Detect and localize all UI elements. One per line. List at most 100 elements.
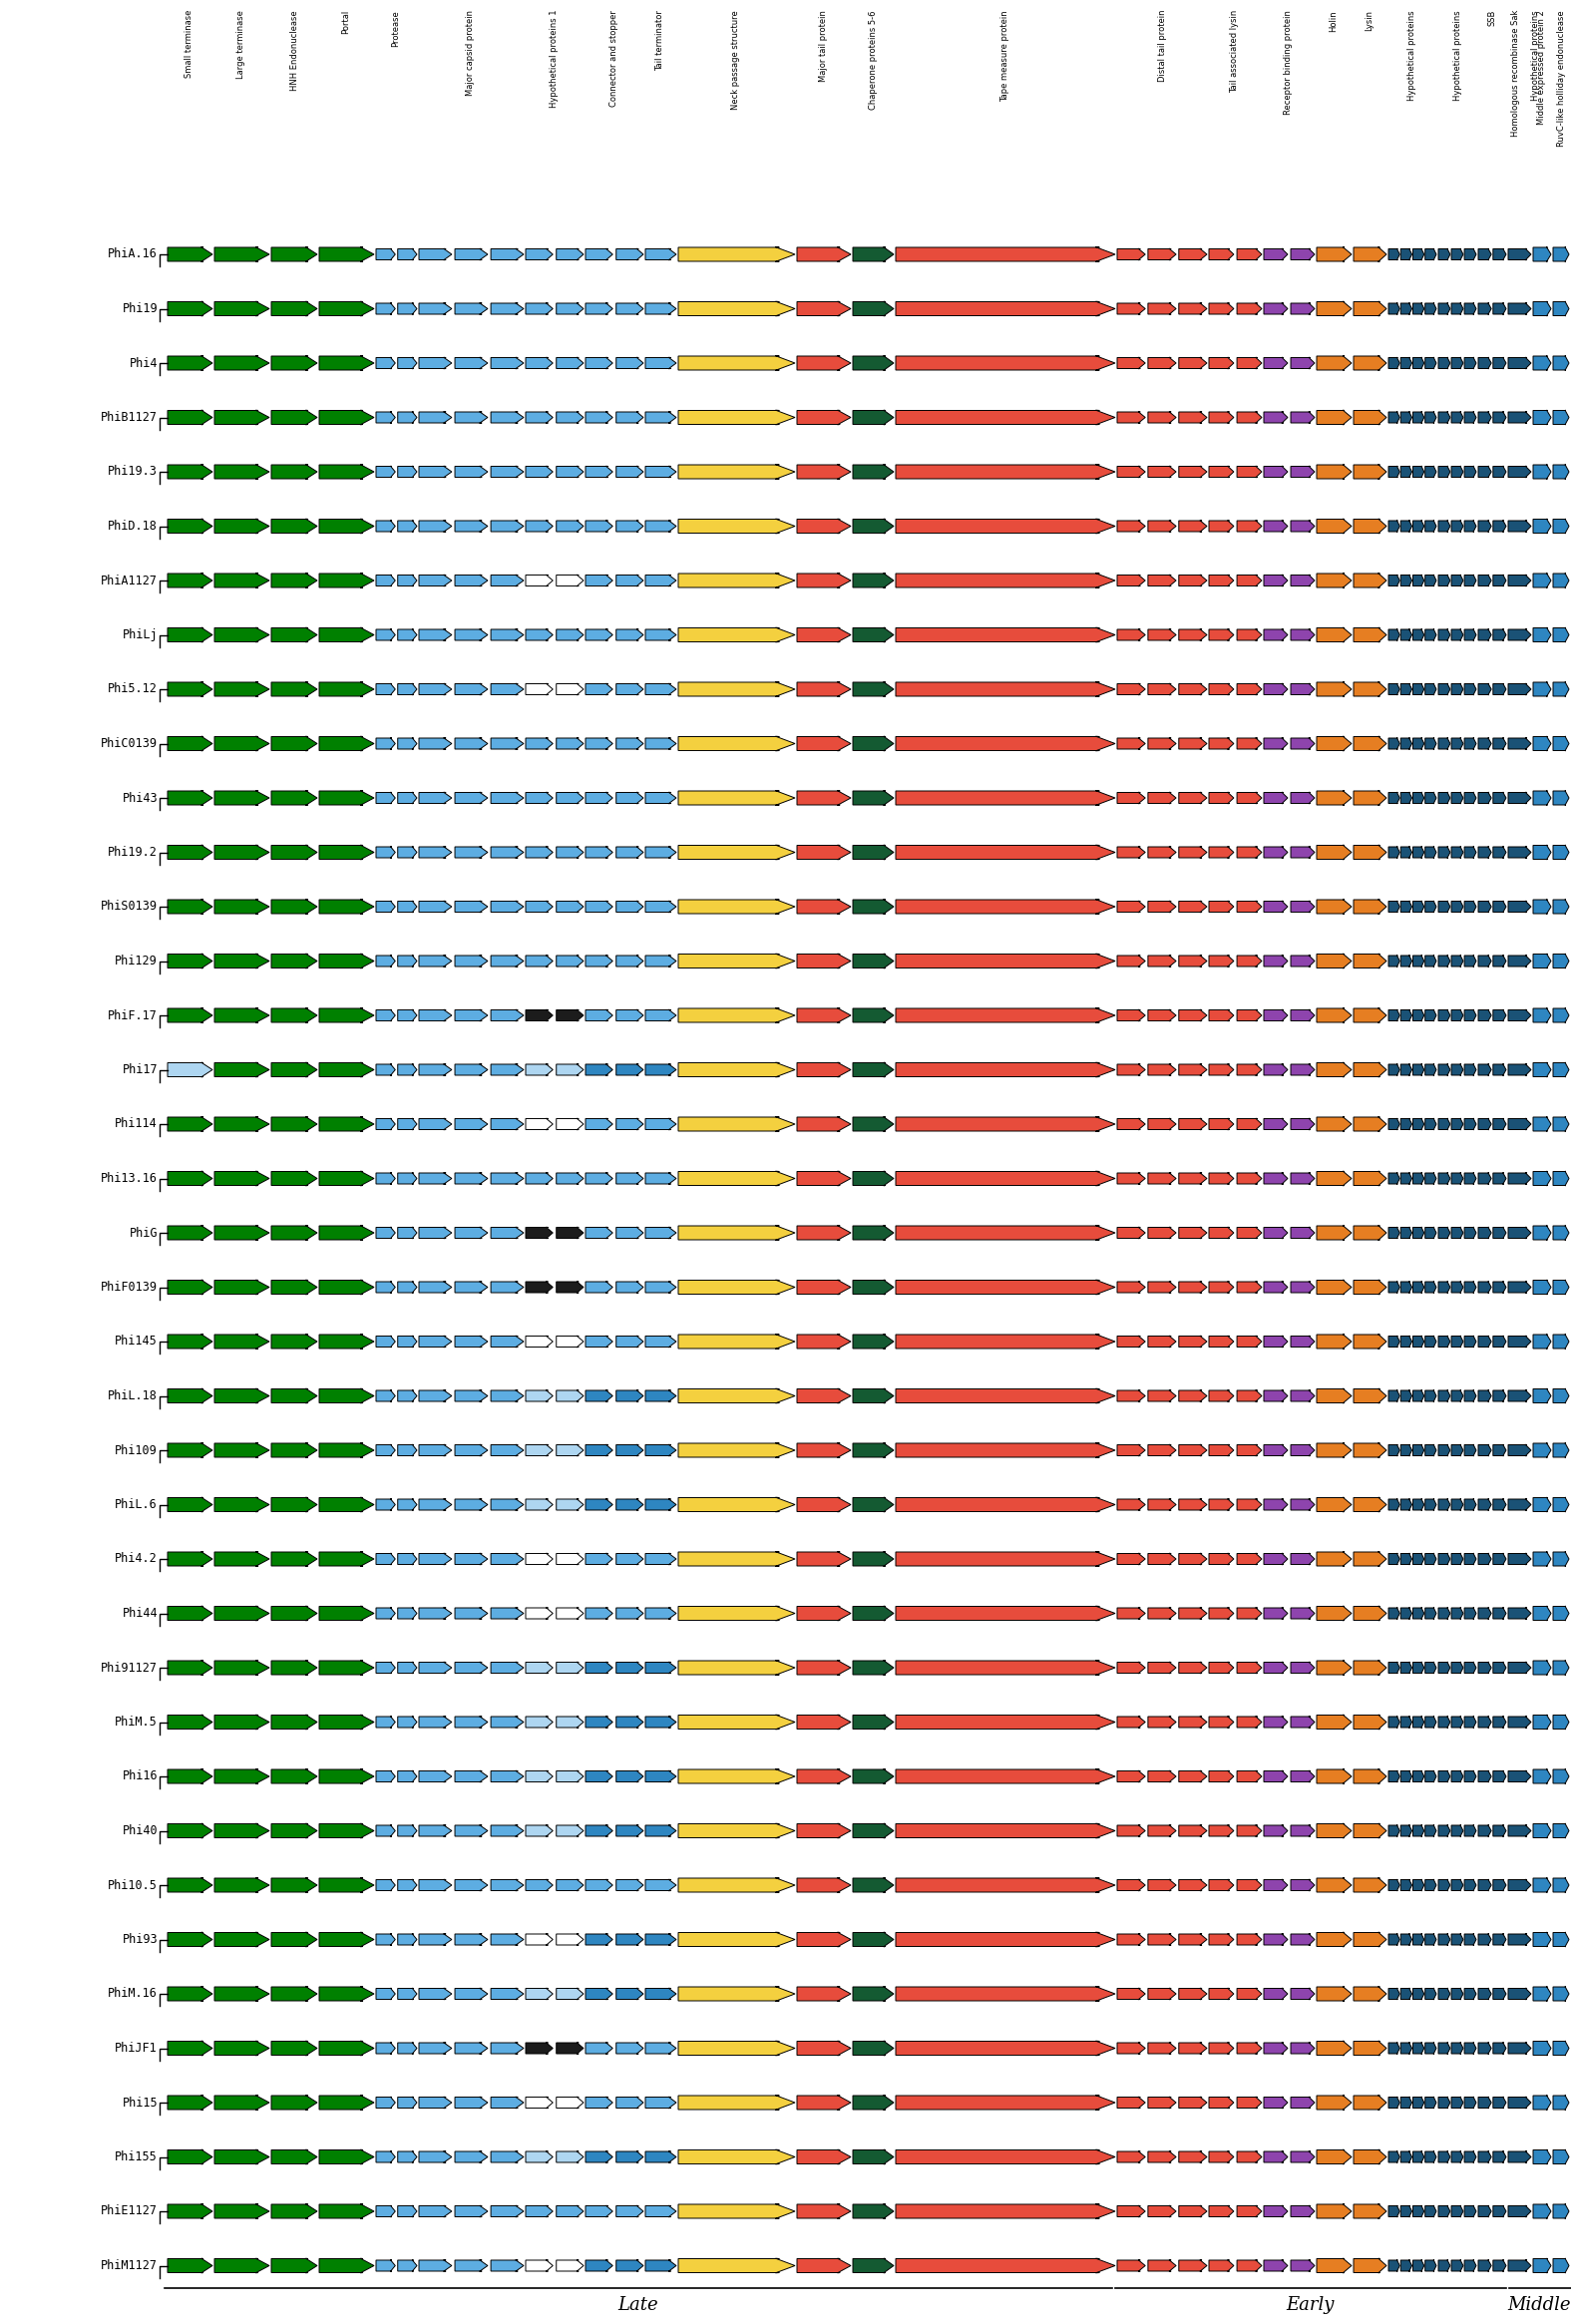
FancyArrow shape bbox=[1478, 1880, 1491, 1892]
FancyArrow shape bbox=[1452, 1771, 1463, 1783]
FancyArrow shape bbox=[490, 1227, 523, 1239]
FancyArrow shape bbox=[1389, 1662, 1400, 1673]
FancyArrow shape bbox=[319, 2150, 374, 2164]
FancyArrow shape bbox=[1425, 2205, 1436, 2217]
FancyArrow shape bbox=[1178, 1987, 1207, 1999]
FancyArrow shape bbox=[1263, 2205, 1288, 2217]
FancyArrow shape bbox=[556, 1880, 583, 1892]
FancyArrow shape bbox=[319, 846, 374, 860]
FancyArrow shape bbox=[586, 737, 613, 748]
FancyArrow shape bbox=[397, 574, 416, 586]
FancyArrow shape bbox=[1291, 1771, 1315, 1783]
FancyArrow shape bbox=[456, 1771, 487, 1783]
FancyArrow shape bbox=[1148, 1281, 1177, 1292]
FancyArrow shape bbox=[1148, 2152, 1177, 2164]
FancyArrow shape bbox=[895, 2040, 1115, 2054]
FancyArrow shape bbox=[1478, 1771, 1491, 1783]
FancyArrow shape bbox=[272, 1334, 317, 1348]
FancyArrow shape bbox=[1412, 955, 1425, 967]
FancyArrow shape bbox=[1117, 955, 1145, 967]
FancyArrow shape bbox=[679, 681, 795, 697]
FancyArrow shape bbox=[168, 1931, 212, 1948]
FancyArrow shape bbox=[853, 2096, 894, 2110]
FancyArrow shape bbox=[1464, 1717, 1477, 1727]
FancyArrow shape bbox=[796, 246, 851, 263]
FancyArrow shape bbox=[1425, 683, 1436, 695]
FancyArrow shape bbox=[1263, 1499, 1288, 1511]
FancyArrow shape bbox=[853, 1225, 894, 1241]
FancyArrow shape bbox=[1554, 1987, 1569, 2001]
FancyArrow shape bbox=[168, 1824, 212, 1838]
FancyArrow shape bbox=[1464, 574, 1477, 586]
FancyArrow shape bbox=[1492, 1824, 1507, 1836]
FancyArrow shape bbox=[1263, 1446, 1288, 1457]
FancyArrow shape bbox=[419, 1174, 452, 1185]
FancyArrow shape bbox=[1316, 1171, 1351, 1185]
FancyArrow shape bbox=[895, 465, 1115, 479]
FancyArrow shape bbox=[375, 1446, 396, 1457]
FancyArrow shape bbox=[1178, 574, 1207, 586]
FancyArrow shape bbox=[1210, 1499, 1233, 1511]
FancyArrow shape bbox=[1316, 2150, 1351, 2164]
Text: Phi109: Phi109 bbox=[115, 1443, 157, 1457]
FancyArrow shape bbox=[1554, 518, 1569, 535]
FancyArrow shape bbox=[1401, 358, 1412, 370]
FancyArrow shape bbox=[375, 955, 396, 967]
FancyArrow shape bbox=[1439, 1227, 1450, 1239]
FancyArrow shape bbox=[526, 2152, 553, 2164]
FancyArrow shape bbox=[1412, 2043, 1425, 2054]
FancyArrow shape bbox=[796, 518, 851, 535]
FancyArrow shape bbox=[1117, 1717, 1145, 1727]
FancyArrow shape bbox=[1425, 630, 1436, 641]
FancyArrow shape bbox=[397, 411, 416, 423]
Text: Small terminase: Small terminase bbox=[185, 9, 193, 79]
FancyArrow shape bbox=[215, 1824, 269, 1838]
FancyArrow shape bbox=[1263, 574, 1288, 586]
FancyArrow shape bbox=[1389, 955, 1400, 967]
FancyArrow shape bbox=[319, 1225, 374, 1241]
FancyArrow shape bbox=[1439, 2043, 1450, 2054]
FancyArrow shape bbox=[1452, 1717, 1463, 1727]
FancyArrow shape bbox=[646, 2259, 676, 2271]
FancyArrow shape bbox=[679, 899, 795, 913]
FancyArrow shape bbox=[490, 1446, 523, 1457]
FancyArrow shape bbox=[215, 1387, 269, 1404]
FancyArrow shape bbox=[1425, 1390, 1436, 1401]
Text: PhiL.6: PhiL.6 bbox=[115, 1499, 157, 1511]
FancyArrow shape bbox=[853, 2040, 894, 2054]
FancyArrow shape bbox=[1452, 411, 1463, 423]
FancyArrow shape bbox=[1412, 792, 1425, 804]
FancyArrow shape bbox=[1117, 1662, 1145, 1673]
FancyArrow shape bbox=[1389, 358, 1400, 370]
FancyArrow shape bbox=[1117, 1552, 1145, 1564]
FancyArrow shape bbox=[616, 1987, 644, 1999]
FancyArrow shape bbox=[1210, 2152, 1233, 2164]
FancyArrow shape bbox=[215, 1878, 269, 1892]
FancyArrow shape bbox=[1354, 737, 1387, 751]
FancyArrow shape bbox=[586, 574, 613, 586]
FancyArrow shape bbox=[419, 2096, 452, 2108]
FancyArrow shape bbox=[168, 1987, 212, 2001]
FancyArrow shape bbox=[1263, 1717, 1288, 1727]
FancyArrow shape bbox=[397, 2096, 416, 2108]
FancyArrow shape bbox=[1478, 302, 1491, 314]
FancyArrow shape bbox=[1508, 1824, 1532, 1836]
FancyArrow shape bbox=[895, 1659, 1115, 1676]
FancyArrow shape bbox=[1478, 1499, 1491, 1511]
Text: Middle: Middle bbox=[1508, 2296, 1571, 2312]
FancyArrow shape bbox=[1464, 2205, 1477, 2217]
FancyArrow shape bbox=[1425, 792, 1436, 804]
FancyArrow shape bbox=[1478, 1662, 1491, 1673]
FancyArrow shape bbox=[319, 302, 374, 316]
FancyArrow shape bbox=[1412, 1118, 1425, 1129]
FancyArrow shape bbox=[168, 1552, 212, 1566]
FancyArrow shape bbox=[556, 1174, 583, 1185]
FancyArrow shape bbox=[1178, 1390, 1207, 1401]
FancyArrow shape bbox=[1178, 1499, 1207, 1511]
FancyArrow shape bbox=[616, 2043, 644, 2054]
FancyArrow shape bbox=[1291, 467, 1315, 476]
FancyArrow shape bbox=[1401, 1174, 1412, 1185]
FancyArrow shape bbox=[895, 1387, 1115, 1404]
FancyArrow shape bbox=[1178, 792, 1207, 804]
FancyArrow shape bbox=[1291, 1499, 1315, 1511]
